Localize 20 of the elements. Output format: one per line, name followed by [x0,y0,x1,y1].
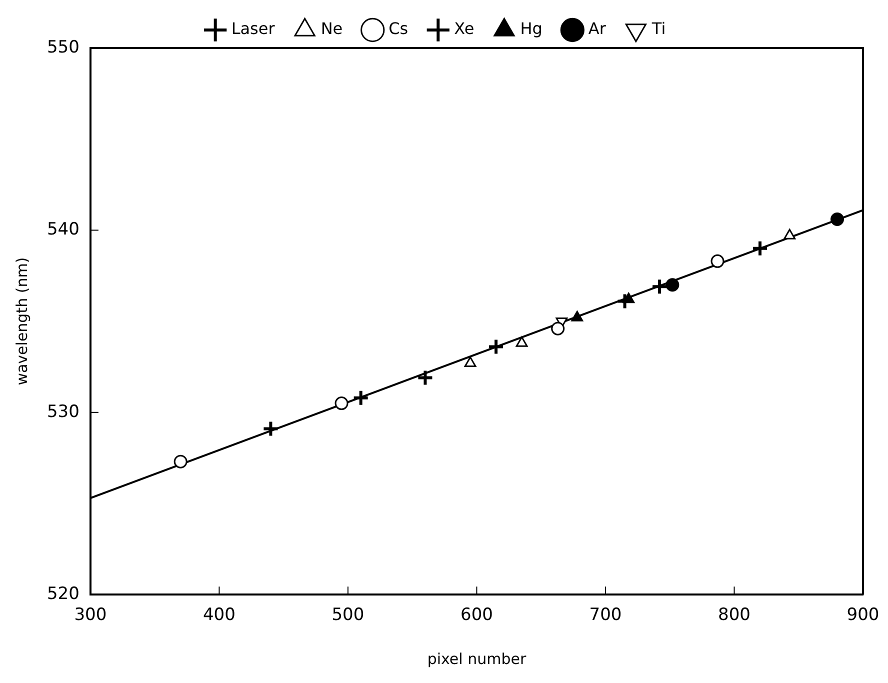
legend-label: Ar [588,19,606,38]
x-tick-label: 500 [332,605,364,626]
y-tick-label: 550 [46,37,80,58]
legend-label: Hg [520,19,542,38]
x-tick-label: 600 [460,605,493,626]
legend-label: Laser [231,19,276,38]
legend-label: Ti [650,19,666,38]
x-tick-label: 700 [589,605,622,626]
y-axis-title: wavelength (nm) [12,257,31,386]
x-tick-label: 900 [846,605,880,626]
x-tick-label: 300 [74,605,107,626]
legend-label: Cs [388,19,408,38]
legend-label: Xe [454,19,474,38]
x-tick-label: 400 [202,605,236,626]
x-tick-label: 800 [718,605,750,626]
y-tick-label: 520 [46,584,80,604]
x-axis-title: pixel number [427,650,527,668]
y-tick-label: 530 [46,402,80,422]
legend-label: Ne [320,19,343,38]
y-tick-label: 540 [46,220,80,240]
